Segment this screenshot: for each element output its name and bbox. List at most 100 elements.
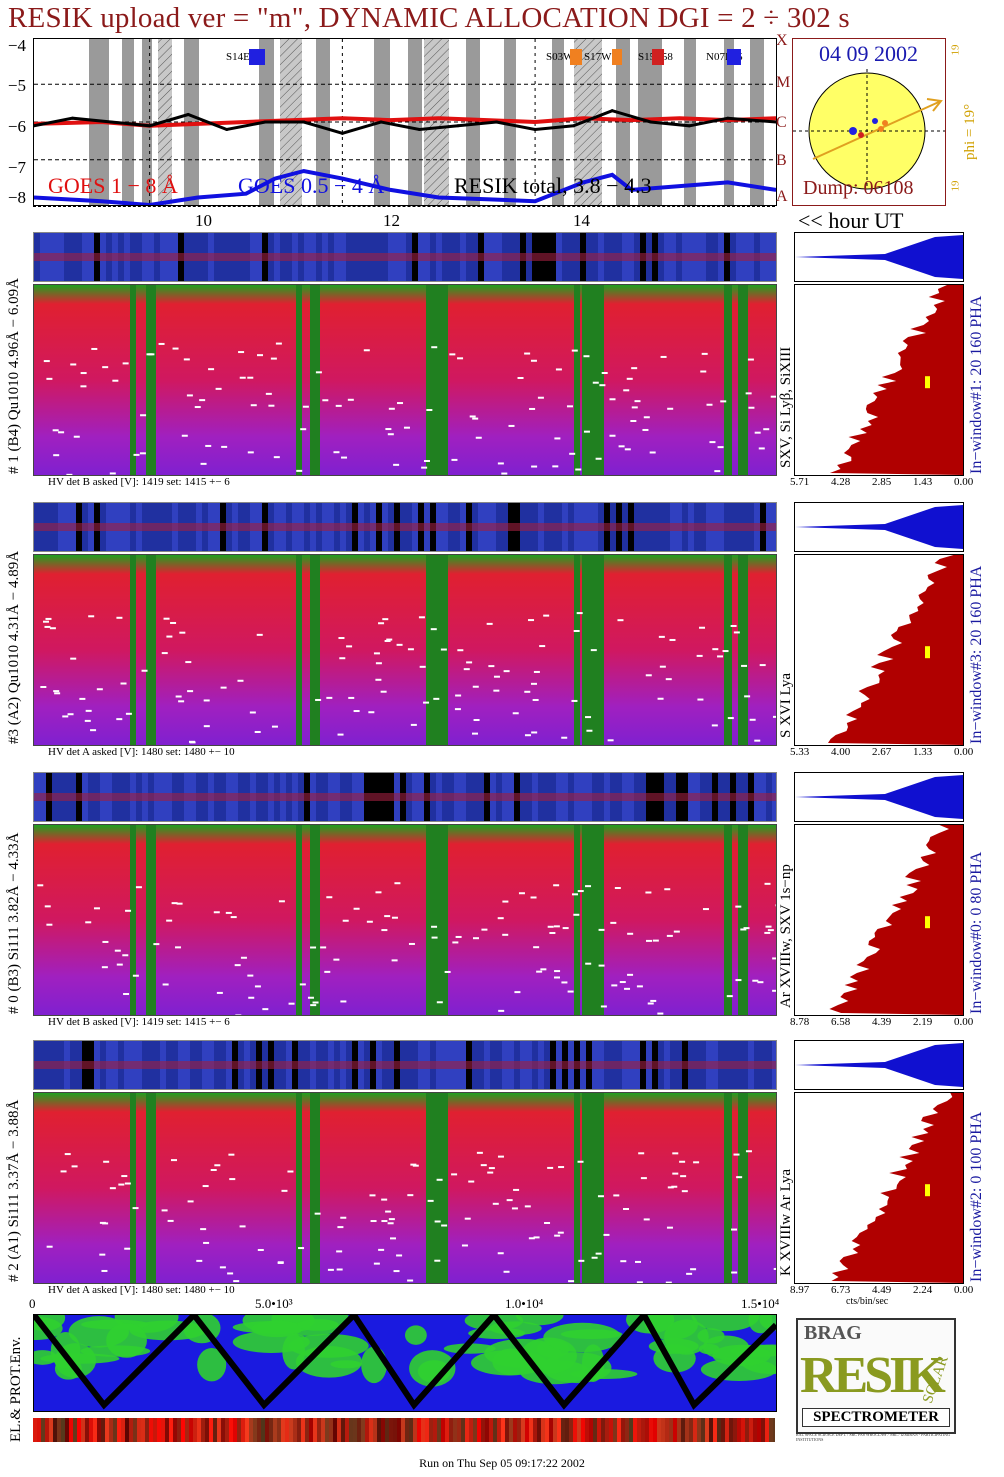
colorbar-cell	[477, 1418, 481, 1442]
env-blob	[197, 1347, 227, 1382]
speckle	[493, 689, 500, 692]
colorbar-cell	[37, 1418, 41, 1442]
colorbar-cell	[345, 1418, 349, 1442]
speckle	[203, 699, 210, 702]
y-tick: −8	[7, 188, 26, 207]
speckle	[84, 719, 91, 722]
speckle	[342, 919, 349, 922]
speckle	[90, 729, 97, 732]
colorbar-cell	[225, 1418, 229, 1442]
colorbar-cell	[101, 1418, 105, 1442]
speckle	[139, 452, 146, 455]
speckle	[315, 698, 322, 701]
speckle	[37, 884, 44, 887]
speckle	[210, 1168, 217, 1171]
speckle	[368, 711, 375, 714]
speckle	[101, 1269, 108, 1272]
pha-strip	[33, 1040, 777, 1090]
colorbar-cell	[501, 1418, 505, 1442]
speckle	[178, 700, 185, 703]
colorbar-cell	[433, 1418, 437, 1442]
speckle	[54, 692, 61, 695]
pha-axis-label: cts/bin/sec	[846, 1296, 889, 1307]
speckle	[381, 929, 388, 932]
speckle	[772, 989, 776, 992]
colorbar-cell	[349, 1418, 353, 1442]
colorbar-cell	[269, 1418, 273, 1442]
gap-column	[296, 285, 302, 475]
count-shape	[829, 285, 963, 475]
colorbar-cell	[465, 1418, 469, 1442]
gap-column	[296, 555, 302, 745]
speckle	[378, 1248, 385, 1251]
gap-column	[582, 1093, 604, 1283]
speckle	[336, 1250, 343, 1253]
colorbar-cell	[397, 1418, 401, 1442]
speckle	[568, 1280, 575, 1283]
colorbar-cell	[689, 1418, 693, 1442]
class-letter: A	[776, 188, 788, 205]
speckle	[203, 725, 210, 728]
speckle	[727, 717, 734, 720]
speckle	[370, 1220, 377, 1223]
speckle	[531, 731, 538, 734]
logo-main-text: RESIK	[800, 1347, 946, 1404]
pha-shape	[795, 235, 963, 279]
speckle	[353, 907, 360, 910]
speckle	[116, 616, 123, 619]
speckle	[614, 887, 621, 890]
pha-histogram	[794, 232, 964, 282]
speckle	[214, 1164, 221, 1167]
speckle	[480, 1164, 487, 1167]
speckle	[333, 451, 340, 454]
colorbar-cell	[61, 1418, 65, 1442]
speckle	[418, 616, 425, 619]
speckle	[287, 1170, 294, 1173]
speckle	[271, 725, 278, 728]
gap-column	[146, 1093, 156, 1283]
colorbar-cell	[509, 1418, 513, 1442]
speckle	[540, 968, 547, 971]
histogram-tick: 0.00	[954, 1016, 974, 1028]
colorbar-cell	[653, 1418, 657, 1442]
gap-column	[130, 555, 136, 745]
pha-strip-graphic	[34, 1041, 776, 1089]
series-point	[196, 195, 200, 199]
speckle	[572, 893, 579, 896]
logo-caption: RAL SPACE SCIENCE DEPT. / SRC PAS WROCLA…	[796, 1432, 950, 1442]
colorbar-cell	[429, 1418, 433, 1442]
speckle	[657, 1012, 664, 1015]
speckle	[70, 657, 77, 660]
speckle	[124, 1182, 131, 1185]
region-dot	[882, 120, 888, 126]
colorbar-cell	[721, 1418, 725, 1442]
speckle	[171, 902, 178, 905]
speckle	[497, 1155, 504, 1158]
speckle	[407, 648, 414, 651]
speckle	[112, 379, 119, 382]
colorbar-cell	[341, 1418, 345, 1442]
speckle	[434, 1259, 441, 1262]
spectrogram	[33, 1092, 777, 1284]
colorbar-cell	[129, 1418, 133, 1442]
env-blob	[748, 1315, 773, 1334]
speckle	[396, 1254, 403, 1257]
gap-column	[724, 1093, 732, 1283]
colorbar-cell	[497, 1418, 501, 1442]
series-point	[649, 120, 653, 124]
colorbar-cell	[725, 1418, 729, 1442]
speckle	[476, 1151, 483, 1154]
series-point	[726, 180, 730, 184]
gap-column	[738, 825, 748, 1015]
colorbar-cell	[533, 1418, 537, 1442]
speckle	[73, 435, 80, 438]
speckle	[102, 1222, 109, 1225]
colorbar-cell	[185, 1418, 189, 1442]
series-line-0	[34, 116, 776, 128]
speckle	[265, 392, 272, 395]
speckle	[427, 1199, 434, 1202]
speckle	[679, 1160, 686, 1163]
pha-strip	[33, 502, 777, 552]
speckle	[44, 905, 51, 908]
histogram-tick: 2.67	[872, 746, 892, 758]
